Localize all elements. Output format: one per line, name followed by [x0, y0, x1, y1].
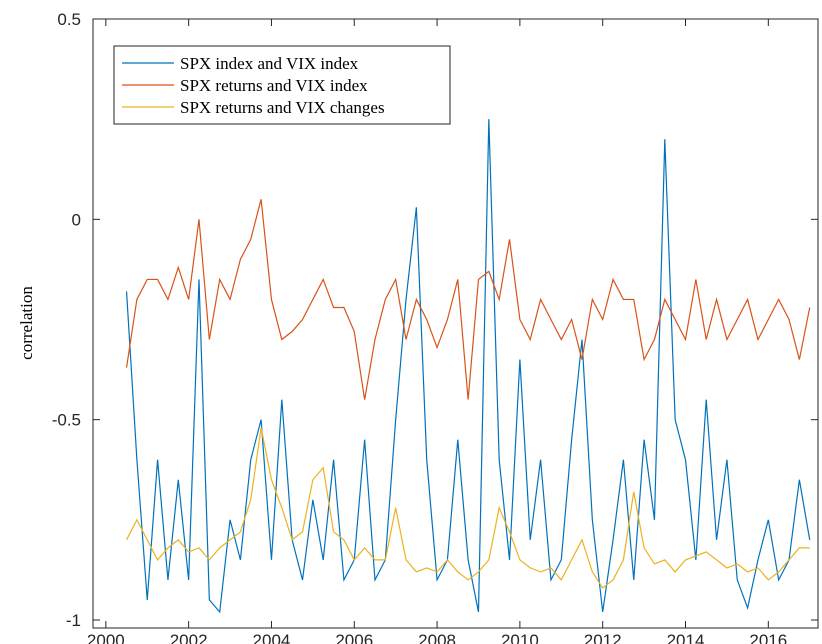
y-tick-label: 0.5 [57, 10, 81, 29]
legend-label: SPX index and VIX index [180, 54, 359, 73]
series-line [125, 119, 811, 614]
legend-label: SPX returns and VIX index [180, 76, 368, 95]
x-tick-label: 2002 [170, 631, 208, 644]
axes-box [92, 18, 819, 629]
x-tick-label: 2004 [253, 631, 291, 644]
x-tick-label: 2000 [87, 631, 125, 644]
series-line [126, 427, 810, 589]
legend-label: SPX returns and VIX changes [180, 98, 385, 117]
y-axis-label: correlation [17, 286, 36, 360]
x-tick-label: 2012 [584, 631, 622, 644]
y-tick-label: -0.5 [52, 411, 81, 430]
x-tick-label: 2008 [418, 631, 456, 644]
x-tick-label: 2016 [749, 631, 787, 644]
x-tick-label: 2010 [501, 631, 539, 644]
legend: SPX index and VIX index SPX returns and V… [113, 45, 451, 125]
y-tick-label: 0 [72, 210, 81, 229]
x-tick-label: 2006 [335, 631, 373, 644]
x-tick-label: 2014 [667, 631, 705, 644]
y-tick-label: -1 [66, 611, 81, 630]
series-line [125, 199, 811, 400]
